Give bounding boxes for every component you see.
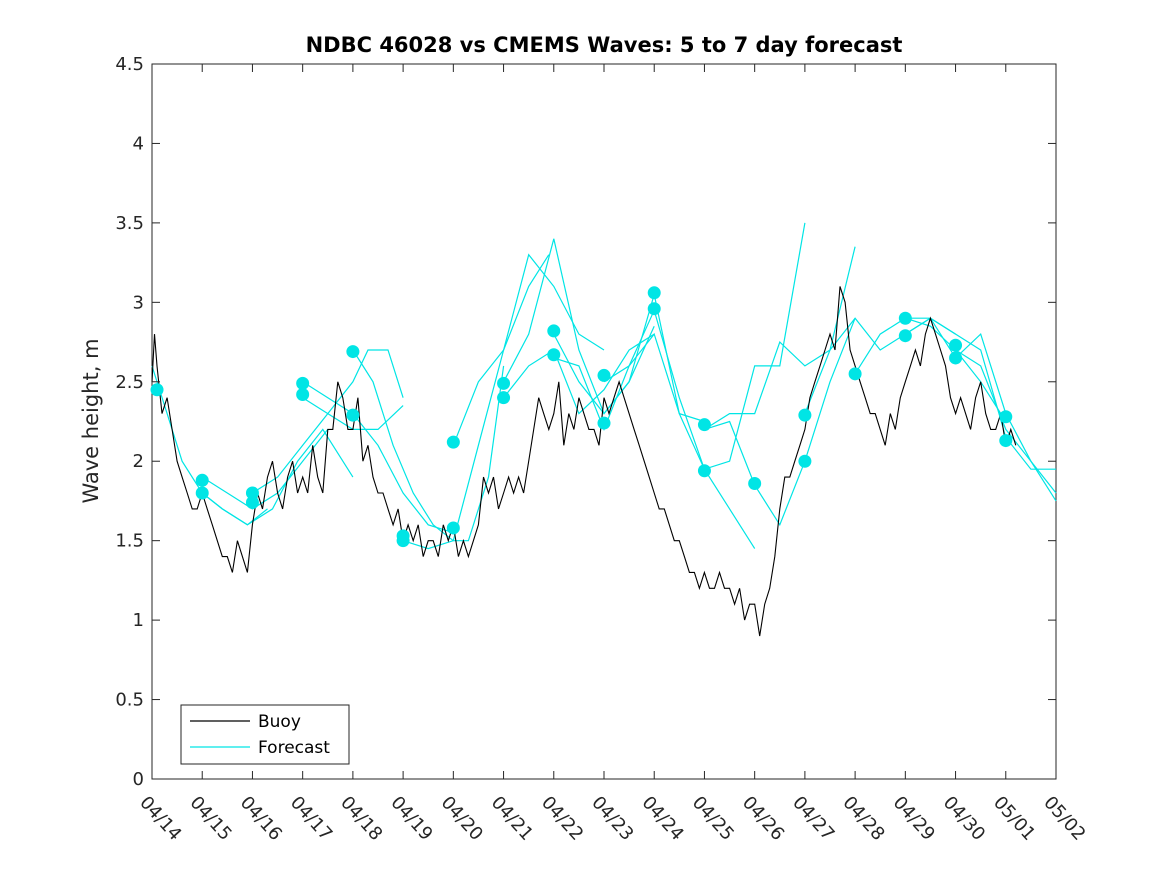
forecast-marker [446,521,460,535]
forecast-line [503,333,655,415]
forecast-marker [898,329,912,343]
forecast-line [201,429,329,510]
forecast-marker [497,376,511,390]
buoy-line [151,286,1017,637]
forecast-line [302,381,454,534]
forecast-marker [647,286,661,300]
forecast-marker [647,302,661,316]
forecast-line [201,428,354,526]
forecast-marker [245,486,259,500]
y-tick-label: 1.5 [115,531,144,552]
forecast-marker [898,311,912,325]
forecast-marker [396,534,410,548]
series-layer [151,222,1057,637]
y-tick-label: 3 [133,292,144,313]
forecast-marker [949,351,963,365]
y-tick-label: 2 [133,451,144,472]
forecast-marker [999,410,1013,424]
forecast-marker [999,434,1013,448]
forecast-marker [296,387,310,401]
forecast-line [402,254,550,550]
forecast-marker [150,383,164,397]
forecast-marker [597,368,611,382]
forecast-line [352,349,505,542]
y-tick-label: 3.5 [115,213,144,234]
forecast-marker [547,348,561,362]
marker-layer [150,286,1013,548]
forecast-marker [245,496,259,510]
y-tick-label: 4 [133,133,144,154]
chart-title: NDBC 46028 vs CMEMS Waves: 5 to 7 day fo… [306,33,903,57]
forecast-line [704,317,856,527]
forecast-marker [195,473,209,487]
legend-box [180,704,350,765]
forecast-marker [848,367,862,381]
forecast-marker [547,324,561,338]
forecast-marker [798,454,812,468]
y-tick-label: 0.5 [115,690,144,711]
forecast-marker [697,418,711,432]
legend-label-buoy: Buoy [258,712,301,732]
forecast-marker [346,345,360,359]
y-tick-label: 0 [133,769,144,790]
y-tick-label: 1 [133,610,144,631]
forecast-marker [195,486,209,500]
forecast-marker [296,376,310,390]
y-axis-ticks: 0 0.5 1 1.5 2 2.5 3 3.5 4 4.5 [115,54,1056,790]
y-tick-label: 2.5 [115,372,144,393]
forecast-line [252,349,404,494]
forecast-marker [949,338,963,352]
forecast-marker [446,435,460,449]
forecast-line [452,253,605,446]
forecast-marker [597,416,611,430]
forecast-marker [346,408,360,422]
y-axis-label: Wave height, m [79,338,103,503]
forecast-marker [497,391,511,405]
forecast-marker [798,408,812,422]
legend: Buoy Forecast [180,704,350,765]
legend-label-forecast: Forecast [258,738,330,758]
forecast-marker [748,476,762,490]
forecast-line [955,349,1057,494]
forecast-marker [697,464,711,478]
y-tick-label: 4.5 [115,54,144,75]
